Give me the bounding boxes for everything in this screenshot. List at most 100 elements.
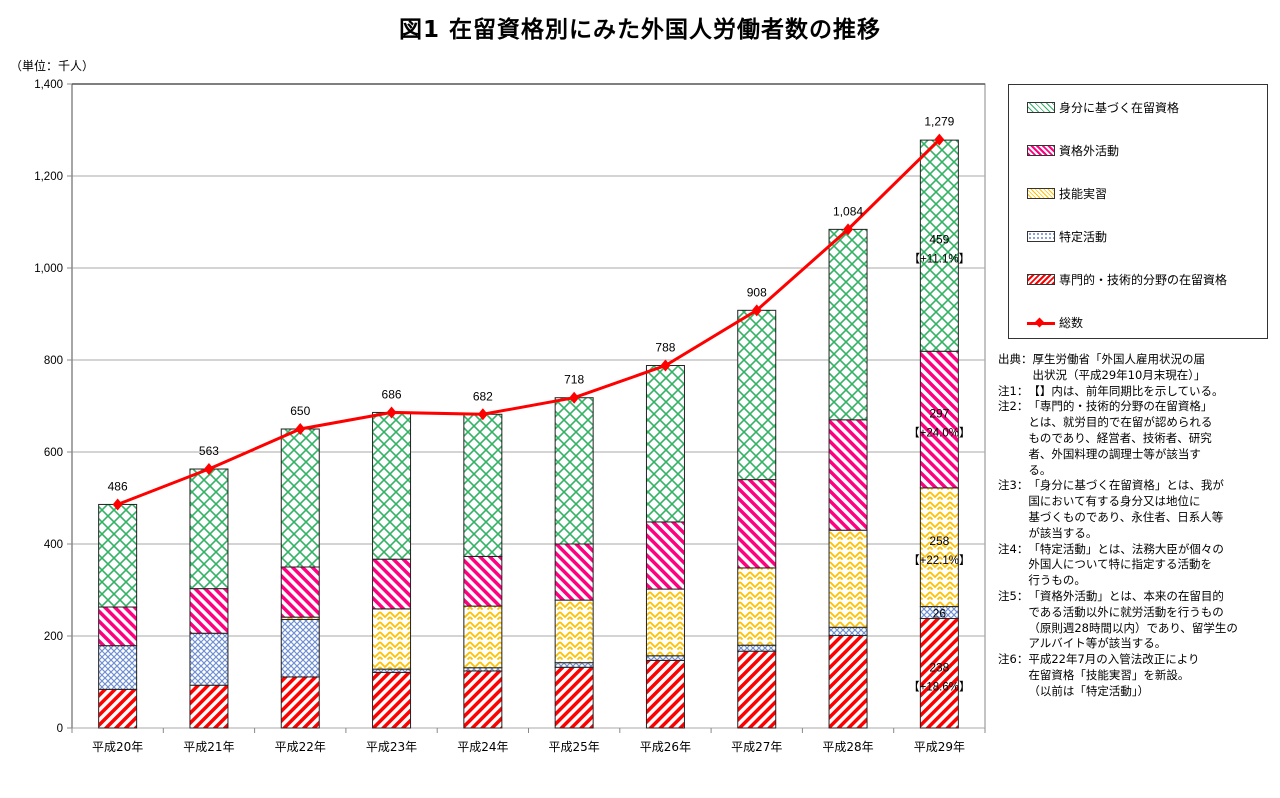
total-label: 788 <box>655 341 675 355</box>
bar-segment <box>372 411 412 560</box>
legend-item: 身分に基づく在留資格 <box>1027 99 1179 116</box>
segment-value-label: 238 <box>929 660 949 674</box>
legend-swatch-icon <box>1027 274 1055 285</box>
bar-segment <box>280 566 320 618</box>
bar-segment <box>919 487 959 608</box>
note-label: 注6： <box>998 652 1029 667</box>
legend-item: 資格外活動 <box>1027 142 1119 159</box>
segment-change-label: 【+22.1%】 <box>908 554 970 567</box>
bar-segment <box>98 688 138 729</box>
legend-label: 特定活動 <box>1059 230 1108 244</box>
total-label: 1,084 <box>833 204 863 218</box>
x-tick-label: 平成22年 <box>275 740 326 754</box>
bar-segment <box>189 468 229 590</box>
legend-item: 総数 <box>1027 314 1083 331</box>
bar-segment <box>98 606 138 647</box>
y-tick-label: 200 <box>44 631 63 643</box>
note-text: 厚生労働省「外国人雇用状況の届 出状況（平成29年10月末現在）」 <box>1032 352 1206 382</box>
note-text: 【】内は、前年同期比を示している。 <box>1028 383 1224 398</box>
y-tick-label: 1,200 <box>34 171 63 183</box>
total-marker <box>934 133 945 146</box>
legend-swatch-icon <box>1027 231 1055 242</box>
note-label: 注3： <box>998 478 1029 493</box>
total-marker <box>386 406 397 419</box>
total-label: 908 <box>747 285 767 299</box>
note-item: 注6： 平成22年7月の入管法改正により 在留資格「技能実習」を新設。 （以前は「… <box>998 652 1278 699</box>
bar-segment <box>463 413 503 557</box>
segment-value-label: 459 <box>929 233 949 247</box>
bar-segment <box>98 503 138 608</box>
note-label: 注2： <box>998 399 1029 414</box>
bar-segment <box>372 558 412 610</box>
total-marker <box>843 223 854 236</box>
bar-segment <box>554 599 594 664</box>
note-text: 「特定活動」とは、法務大臣が個々の 外国人について特に指定する活動を 行うもの。 <box>1028 541 1224 588</box>
segment-value-label: 26 <box>933 607 947 621</box>
chart-title: 図1 在留資格別にみた外国人労働者数の推移 <box>398 17 881 43</box>
total-marker <box>477 408 488 421</box>
total-label: 1,279 <box>924 115 954 129</box>
total-marker <box>660 359 671 372</box>
y-tick-label: 800 <box>44 355 63 367</box>
bar-segment <box>919 350 959 489</box>
bar-segment <box>645 521 685 590</box>
bar-segment <box>828 635 868 729</box>
legend-label: 専門的・技術的分野の在留資格 <box>1059 273 1228 287</box>
note-label: 注5： <box>998 588 1029 603</box>
x-tick-label: 平成29年 <box>914 740 965 754</box>
segment-value-label: 297 <box>929 407 949 421</box>
segment-change-label: 【+24.0%】 <box>908 427 970 440</box>
bar-segment <box>919 139 959 352</box>
note-item: 注3： 「身分に基づく在留資格」とは、我が 国において有する身分又は地位に 基づく… <box>998 478 1278 541</box>
bar-segment <box>280 676 320 729</box>
legend: 身分に基づく在留資格 資格外活動技能実習特定活動専門的・技術的分野の在留資格 総数 <box>1008 84 1268 339</box>
total-marker <box>751 304 762 317</box>
bar-segment <box>737 309 777 481</box>
note-label: 出典： <box>998 352 1033 366</box>
bar-segment <box>372 671 412 729</box>
bar-segment <box>737 567 777 646</box>
y-tick-label: 1,400 <box>34 79 63 91</box>
bar-segment <box>554 662 594 668</box>
legend-line-icon <box>1027 318 1055 328</box>
note-item: 注2： 「専門的・技術的分野の在留資格」 とは、就労目的で在留が認められる もので… <box>998 399 1278 478</box>
total-label: 563 <box>199 444 219 458</box>
bar-segment <box>554 666 594 729</box>
legend-swatch-icon <box>1027 145 1055 156</box>
x-tick-label: 平成21年 <box>183 740 234 754</box>
legend-label: 総数 <box>1059 316 1084 330</box>
total-label: 650 <box>290 404 310 418</box>
bar-segment <box>828 228 868 421</box>
legend-label: 身分に基づく在留資格 <box>1059 101 1180 115</box>
stacked-bars <box>98 139 959 729</box>
total-marker <box>203 463 214 476</box>
legend-swatch-icon <box>1027 102 1055 113</box>
note-text: 平成22年7月の入管法改正により 在留資格「技能実習」を新設。 （以前は「特定活… <box>1028 652 1200 698</box>
bar-segment <box>189 632 229 686</box>
total-marker <box>295 423 306 435</box>
note-label: 注4： <box>998 541 1029 556</box>
notes: 出典： 厚生労働省「外国人雇用状況の届 出状況（平成29年10月末現在）」 注1：【… <box>998 352 1278 700</box>
note-label: 注1： <box>998 383 1029 398</box>
note-text: 「専門的・技術的分野の在留資格」 とは、就労目的で在留が認められる ものであり、… <box>1028 399 1213 477</box>
total-label: 486 <box>108 479 128 493</box>
y-tick-label: 0 <box>57 723 63 735</box>
total-label: 682 <box>473 389 493 403</box>
unit-label: （単位：千人） <box>10 59 95 73</box>
bar-segment <box>919 618 959 729</box>
x-tick-label: 平成25年 <box>549 740 600 754</box>
bar-segment <box>737 479 777 569</box>
x-tick-label: 平成26年 <box>640 740 691 754</box>
bar-segment <box>189 684 229 729</box>
bar-segment <box>828 419 868 531</box>
bar-segment <box>463 670 503 729</box>
bar-segment <box>463 555 503 607</box>
bar-segment <box>372 608 412 670</box>
y-tick-label: 400 <box>44 539 63 551</box>
bar-segment <box>280 618 320 678</box>
legend-label: 資格外活動 <box>1059 144 1120 158</box>
bar-segment <box>645 588 685 657</box>
bar-segment <box>828 626 868 637</box>
legend-label: 技能実習 <box>1059 187 1108 201</box>
bar-segment <box>828 529 868 628</box>
